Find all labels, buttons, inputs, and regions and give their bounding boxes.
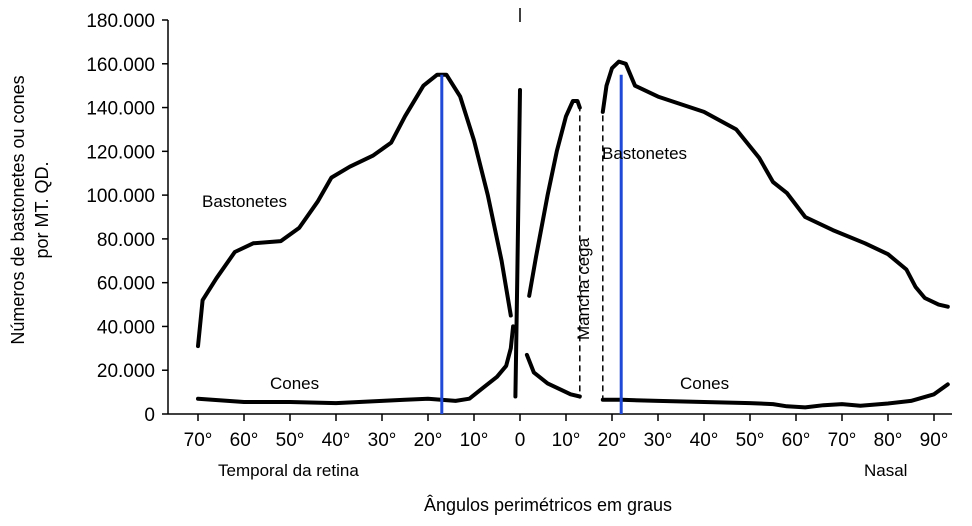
x-axis-title: Ângulos perimétricos em graus [424, 495, 672, 515]
y-tick-label: 80.000 [97, 230, 155, 251]
y-tick-label: 60.000 [97, 274, 155, 295]
x-tick-label: 20° [598, 430, 627, 451]
x-tick-label: 80° [874, 430, 903, 451]
rods-left-label: Bastonetes [202, 192, 287, 211]
cones-curve-segment [196, 324, 516, 406]
side-label-nasal: Nasal [864, 461, 907, 480]
x-tick-label: 50° [736, 430, 765, 451]
x-tick-label: 70° [184, 430, 213, 451]
rods-curve-segment [527, 99, 582, 298]
y-tick-label: 20.000 [97, 361, 155, 382]
x-tick-label: 60° [230, 430, 259, 451]
cones-curve-segment [524, 352, 582, 399]
rods-right-label: Bastonetes [602, 144, 687, 163]
cones-left-label: Cones [270, 374, 319, 393]
x-ticks: 70° 60° 50° 40° 30° 20° 10° 0 10° 20° 30° 40° 50° 60°… [184, 414, 949, 451]
y-tick-label: 100.000 [86, 186, 155, 207]
peak-markers [440, 74, 623, 414]
x-tick-label: 10° [460, 430, 489, 451]
x-tick-label: 40° [322, 430, 351, 451]
y-tick-label: 0 [144, 405, 155, 426]
y-tick-label: 160.000 [86, 55, 155, 76]
side-label-temporal: Temporal da retina [218, 461, 359, 480]
y-tick-label: 180.000 [86, 11, 155, 32]
axes [167, 8, 952, 415]
y-axis-title-line2: por MT. QD. [32, 161, 52, 258]
y-tick-label: 120.000 [86, 142, 155, 163]
y-ticks: 0 20.000 40.000 60.000 80.000 100.000 120.000 1… [86, 11, 168, 426]
curves [196, 59, 950, 410]
rods-curve-segment [196, 72, 513, 349]
x-tick-label: 30° [368, 430, 397, 451]
x-tick-label: 40° [690, 430, 719, 451]
cones-curve-segment [600, 382, 950, 410]
x-tick-label: 30° [644, 430, 673, 451]
x-tick-label: 10° [552, 430, 581, 451]
rods-curve-segment [513, 88, 522, 399]
cones-right-label: Cones [680, 374, 729, 393]
x-tick-label: 20° [414, 430, 443, 451]
x-tick-label: 60° [782, 430, 811, 451]
x-tick-label: 70° [828, 430, 857, 451]
x-tick-label: 90° [920, 430, 949, 451]
rods-curve-segment [600, 59, 950, 309]
y-tick-label: 140.000 [86, 99, 155, 120]
y-tick-label: 40.000 [97, 317, 155, 338]
y-axis-title-line1: Números de bastonetes ou cones [8, 75, 28, 344]
blind-spot-region [579, 105, 604, 399]
x-tick-label: 0 [515, 430, 526, 451]
x-tick-label: 50° [276, 430, 305, 451]
blind-spot-label: Mancha cega [574, 237, 593, 340]
